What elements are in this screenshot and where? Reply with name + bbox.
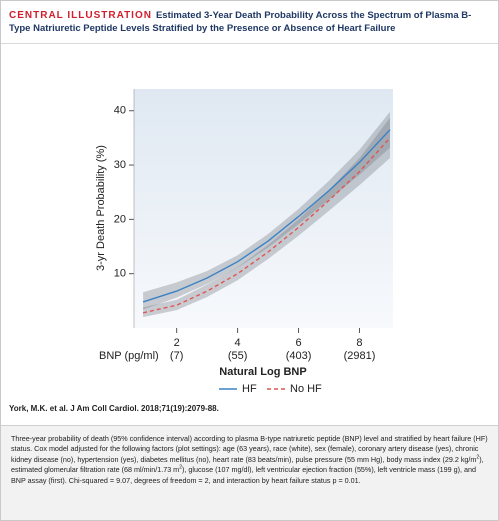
y-tick-label: 30 bbox=[114, 159, 126, 171]
header-title: Estimated 3-Year Death Probability Acros… bbox=[9, 10, 472, 34]
caption-text: ), glucose (107 mg/dl), left ventricular… bbox=[11, 465, 476, 485]
caption: Three-year probability of death (95% con… bbox=[1, 425, 498, 520]
x-axis-title: Natural Log BNP bbox=[219, 366, 306, 378]
x-tick-label: 8 bbox=[356, 337, 362, 349]
x-tick-label: 4 bbox=[235, 337, 241, 349]
bnp-tick-label: (7) bbox=[170, 350, 183, 362]
legend-label: HF bbox=[242, 383, 257, 395]
plot-background bbox=[134, 89, 393, 328]
bnp-tick-label: (2981) bbox=[344, 350, 376, 362]
header: CENTRAL ILLUSTRATION Estimated 3-Year Dea… bbox=[9, 9, 489, 35]
confidence-band bbox=[143, 111, 390, 310]
legend-label: No HF bbox=[290, 383, 322, 395]
x-tick-label: 6 bbox=[295, 337, 301, 349]
divider bbox=[1, 43, 498, 44]
y-tick-label: 10 bbox=[114, 268, 126, 280]
caption-text: Three-year probability of death (95% con… bbox=[11, 434, 488, 464]
chart: 3-yr Death Probability (%) BNP (pg/ml) N… bbox=[95, 89, 393, 395]
superscript: 2 bbox=[179, 464, 182, 471]
series-line bbox=[142, 137, 391, 314]
x-tick-label: 2 bbox=[174, 337, 180, 349]
y-tick-label: 40 bbox=[114, 105, 126, 117]
y-axis-title: 3-yr Death Probability (%) bbox=[95, 145, 107, 271]
header-label: CENTRAL ILLUSTRATION bbox=[9, 10, 152, 21]
y-tick-label: 20 bbox=[114, 213, 126, 225]
bnp-tick-label: (55) bbox=[228, 350, 248, 362]
bnp-label: BNP (pg/ml) bbox=[99, 350, 159, 362]
caption-text: ), estimated glomerular filtration rate … bbox=[11, 454, 484, 475]
series-line bbox=[142, 129, 391, 303]
superscript: 2 bbox=[476, 454, 480, 461]
citation: York, M.K. et al. J Am Coll Cardiol. 201… bbox=[9, 404, 219, 413]
bnp-tick-label: (403) bbox=[286, 350, 312, 362]
